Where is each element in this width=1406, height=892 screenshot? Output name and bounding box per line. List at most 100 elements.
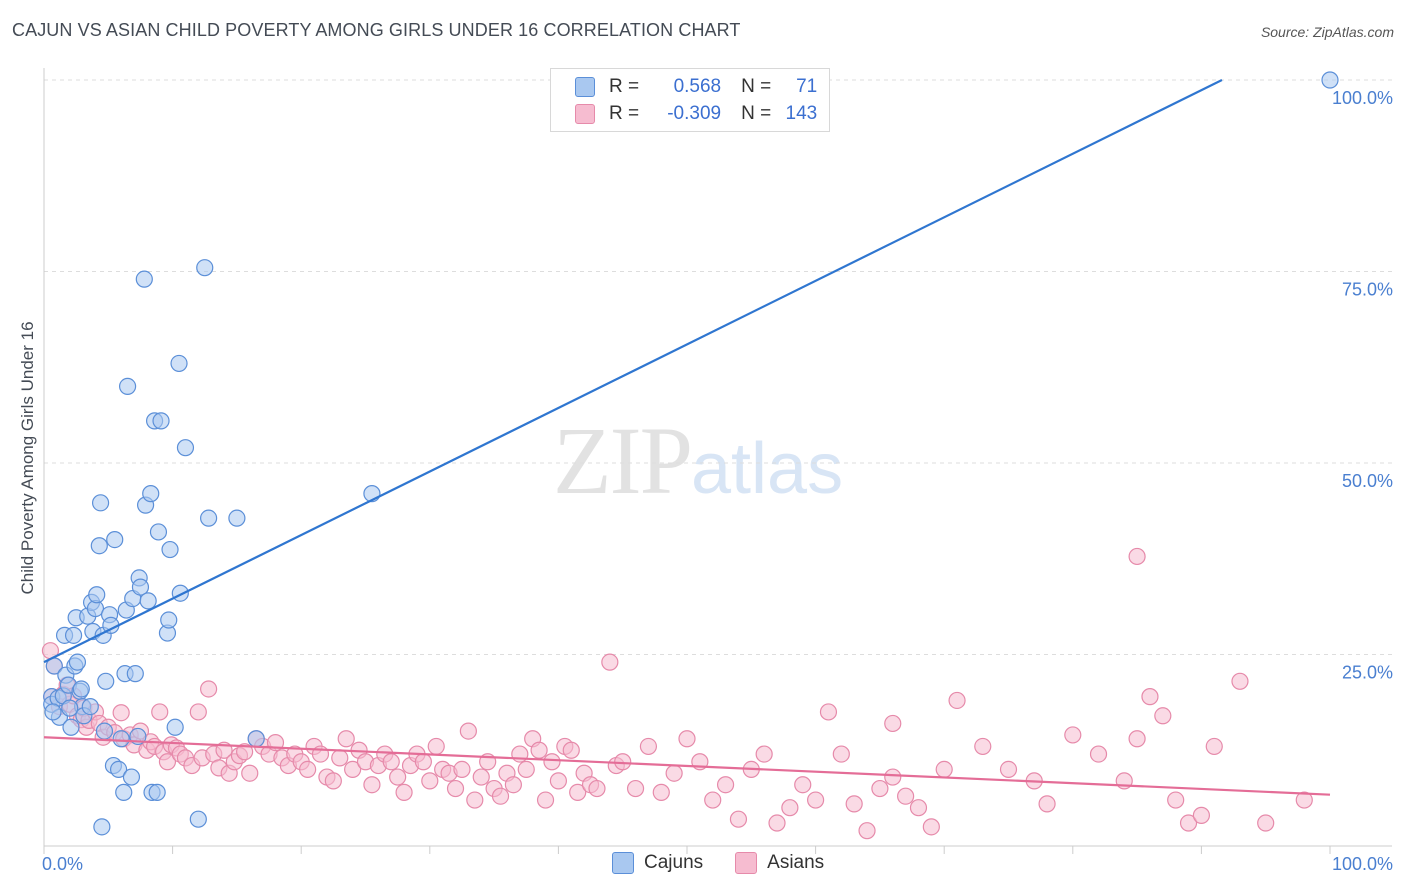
- cajun-point: [135, 270, 153, 288]
- asian-point: [1231, 672, 1249, 690]
- legend-item-asians[interactable]: Asians: [735, 852, 824, 874]
- asian-point: [1154, 707, 1172, 725]
- cajun-point: [189, 810, 207, 828]
- correlation-legend: R = 0.568 N = 71 R = -0.309 N = 143: [550, 68, 830, 132]
- asians-n-value: 143: [785, 103, 818, 124]
- asian-point: [935, 760, 953, 779]
- y-tick-label-100: 100.0%: [1332, 88, 1393, 108]
- asian-point: [871, 779, 889, 798]
- asian-point: [806, 791, 825, 809]
- watermark-zip: ZIP: [553, 407, 693, 514]
- x-tick-label-min: 0.0%: [42, 854, 83, 874]
- asian-point: [665, 764, 683, 782]
- asian-point: [858, 822, 876, 840]
- cajun-point: [106, 530, 124, 549]
- asian-point: [421, 772, 439, 790]
- asian-point: [569, 783, 587, 801]
- asian-point: [1179, 814, 1198, 832]
- asian-point: [112, 704, 130, 722]
- watermark-atlas: atlas: [691, 429, 844, 509]
- cajun-point: [200, 509, 218, 527]
- watermark: ZIPatlas: [553, 405, 843, 516]
- cajun-point: [88, 586, 106, 604]
- cajun-point: [115, 783, 133, 801]
- cajun-point: [247, 730, 265, 748]
- asian-point: [414, 753, 432, 771]
- legend-row-cajuns: R = 0.568 N = 71: [575, 75, 817, 99]
- asian-point: [884, 768, 902, 786]
- cajun-point: [81, 697, 99, 716]
- asian-point: [395, 783, 413, 801]
- series-legend: Cajuns Asians: [612, 852, 856, 874]
- cajun-point: [148, 783, 166, 801]
- asian-point: [299, 760, 317, 779]
- cajun-point: [72, 680, 90, 698]
- asian-point: [562, 741, 580, 759]
- legend-row-asians: R = -0.309 N = 143: [575, 102, 817, 126]
- asian-point: [382, 753, 400, 771]
- cajun-point: [112, 730, 130, 748]
- asian-point: [236, 743, 254, 761]
- cajun-point: [90, 537, 108, 555]
- asian-point: [974, 737, 992, 756]
- source-label: Source: ZipAtlas.com: [1260, 24, 1394, 40]
- y-tick-label-25: 25.0%: [1342, 663, 1393, 683]
- asian-point: [909, 799, 928, 817]
- asian-point: [1295, 791, 1313, 809]
- cajun-point: [1321, 71, 1339, 89]
- asian-point: [189, 703, 207, 721]
- asian-point: [588, 779, 606, 798]
- asian-point: [729, 810, 748, 828]
- asian-point: [543, 753, 561, 771]
- y-tick-label-75: 75.0%: [1342, 280, 1393, 300]
- cajun-point: [44, 703, 62, 721]
- cajun-point: [228, 509, 246, 527]
- asian-point: [755, 745, 773, 763]
- cajuns-swatch-icon: [575, 77, 595, 97]
- asian-point: [363, 776, 381, 794]
- asian-point: [1167, 791, 1185, 809]
- asian-point: [1205, 737, 1223, 756]
- asian-points: [41, 547, 1313, 840]
- cajun-point: [97, 672, 115, 690]
- cajuns-r-label: R =: [609, 76, 640, 97]
- asians-legend-label: Asians: [767, 852, 825, 873]
- cajuns-r-value: 0.568: [673, 76, 722, 97]
- cajun-point: [196, 259, 214, 277]
- asian-point: [504, 776, 522, 794]
- cajun-point: [142, 485, 160, 503]
- cajuns-n-label: N =: [741, 76, 772, 97]
- cajun-point: [170, 354, 188, 373]
- asian-point: [897, 787, 915, 805]
- asian-point: [549, 772, 568, 790]
- cajuns-legend-label: Cajuns: [644, 852, 704, 873]
- asian-point: [678, 730, 696, 748]
- x-tick-label-max: 100.0%: [1332, 854, 1393, 874]
- asian-point: [536, 791, 555, 809]
- asian-point: [1141, 688, 1159, 706]
- cajun-point: [176, 439, 195, 457]
- asian-trend-line: [43, 736, 1331, 796]
- asian-point: [337, 730, 355, 748]
- asian-point: [200, 680, 218, 698]
- asian-point: [1038, 795, 1056, 813]
- asian-point: [626, 779, 645, 798]
- cajun-point: [109, 760, 128, 779]
- cajun-point: [139, 592, 157, 610]
- legend-item-cajuns[interactable]: Cajuns: [612, 852, 703, 874]
- cajun-point: [126, 665, 144, 683]
- cajun-point: [62, 718, 80, 736]
- asian-point: [716, 776, 735, 794]
- asian-point: [517, 760, 535, 779]
- cajun-point: [118, 377, 137, 395]
- asian-point: [1192, 806, 1211, 824]
- asian-point: [1128, 730, 1146, 748]
- asian-point: [241, 764, 259, 782]
- y-axis-label: Child Poverty Among Girls Under 16: [18, 321, 37, 594]
- asians-legend-icon: [735, 852, 758, 874]
- asian-point: [1089, 745, 1108, 763]
- cajun-point: [122, 768, 141, 786]
- asian-point: [344, 760, 362, 779]
- asian-point: [704, 791, 722, 809]
